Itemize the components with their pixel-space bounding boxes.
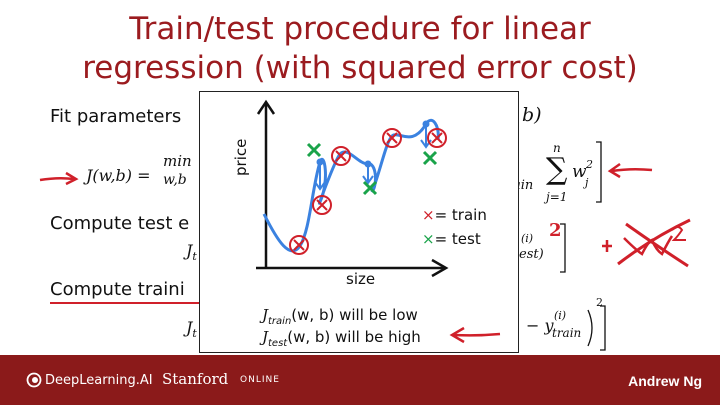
arrow-left-icon [449,326,501,344]
crossed-out-regularization [602,218,691,268]
curve-dot [364,160,372,168]
sum-symbol: ∑ [546,152,568,187]
test-j: Jt [186,241,197,264]
legend-train: ×= train [422,206,487,224]
sum-term-sup: 2 [586,158,593,171]
cost-prefix: J(w,b) = [86,166,151,185]
slide-title: Train/test procedure for linear regressi… [0,10,720,88]
legend-test: ×= test [422,230,481,248]
bracket-right [596,141,602,203]
min-subscript: w,b [163,172,187,188]
y-axis-label: price [232,138,250,176]
curve-dot [316,158,324,166]
min-label: min [163,152,192,170]
y-axis-arrow-icon [256,99,276,115]
train-mark-icon: × [422,206,435,224]
jtrain-statement: Jtrain(w, b) will be low [262,306,418,327]
red-two: 2 [549,220,562,241]
train-y: − y [526,316,554,335]
x-axis-arrow-icon [431,258,449,278]
price-size-plot [256,99,501,344]
overfit-plot-popup: price size ×= train ×= test Jtrain(w, b)… [199,91,519,353]
train-j: Jt [186,318,197,341]
compute-train-label: Compute traini [50,279,185,300]
sum-term: w [572,162,587,182]
x-axis-label: size [346,270,376,288]
bracket-test [560,223,566,273]
title-line-2: regression (with squared error cost) [82,50,638,86]
train-sq: 2 [596,296,603,309]
sum-term-sub: j [585,176,589,189]
test-i: (i) [521,232,534,245]
train-points [289,128,447,255]
brand-deeplearning: DeepLearning.AI [45,373,153,388]
fit-tail: b) [522,104,542,126]
compute-test-label: Compute test e [50,213,190,234]
test-est: est) [519,247,544,262]
brand-online: ONLINE [240,375,280,385]
brand-stanford: Stanford [162,370,229,388]
fitted-curve [262,118,440,253]
fit-parameters-label: Fit parameters [50,106,182,127]
error-arrow-icon [314,164,326,191]
curve-dot [422,120,430,128]
error-arrow-icon [362,166,374,185]
underline-train [50,302,200,304]
jtest-statement: Jtest(w, b) will be high [262,328,421,349]
paren-train [587,305,606,351]
author-name: Andrew Ng [628,373,702,389]
sum-lower: j=1 [546,190,568,204]
sum-upper: n [553,141,561,155]
train-y-sub: train [552,326,582,340]
test-mark-icon: × [422,230,435,248]
deeplearning-logo-icon [26,372,42,388]
arrow-right-icon [39,171,79,186]
arrow-left-icon [607,162,653,179]
footer-bar [0,355,720,405]
train-y-sup: (i) [554,309,567,322]
test-points [306,142,438,196]
title-line-1: Train/test procedure for linear [129,11,591,47]
